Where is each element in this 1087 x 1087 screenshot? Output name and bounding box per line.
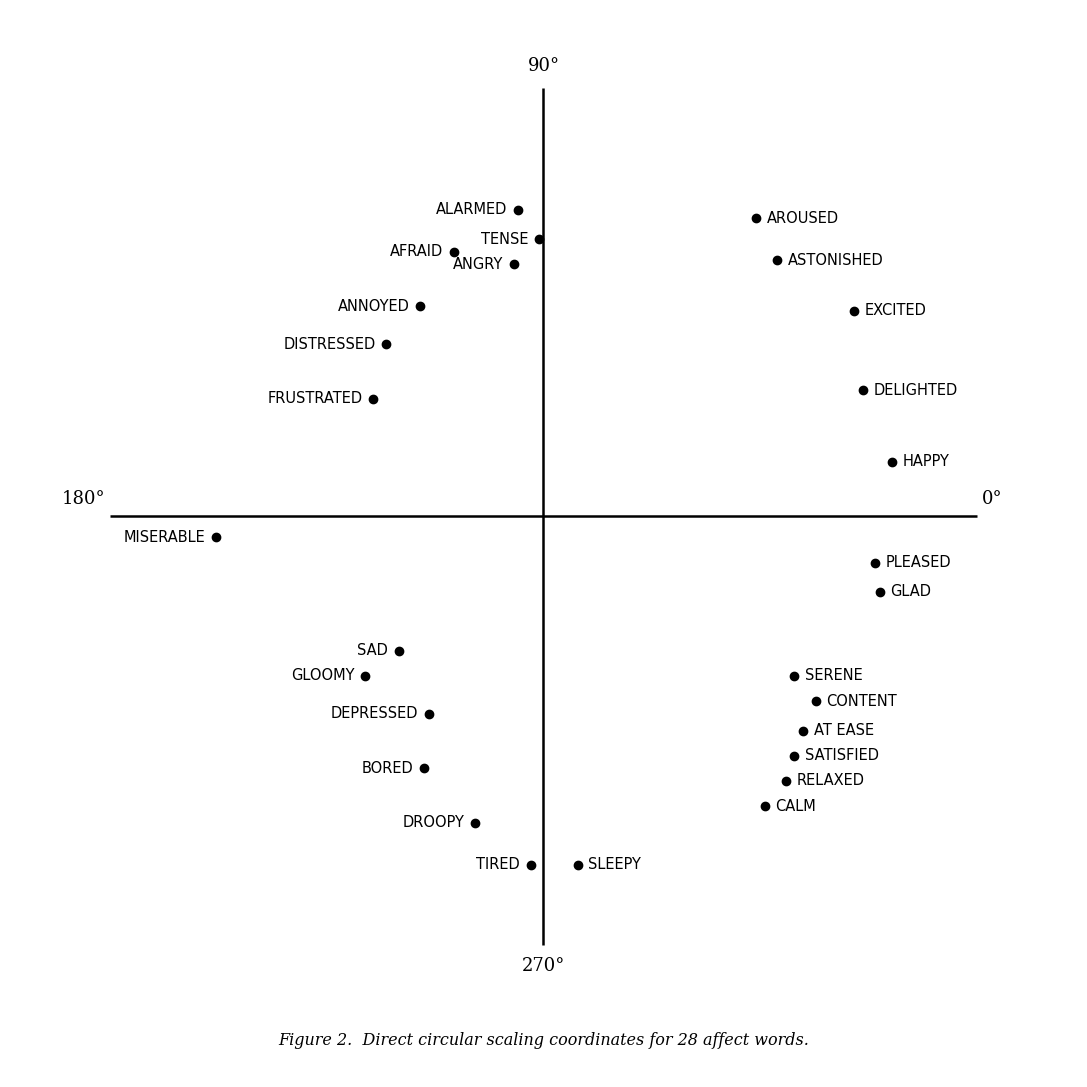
Text: TIRED: TIRED	[476, 858, 520, 873]
Text: DELIGHTED: DELIGHTED	[873, 383, 958, 398]
Text: ASTONISHED: ASTONISHED	[788, 252, 884, 267]
Text: CONTENT: CONTENT	[826, 694, 897, 709]
Text: GLOOMY: GLOOMY	[290, 669, 354, 684]
Text: CALM: CALM	[775, 799, 816, 813]
Text: DEPRESSED: DEPRESSED	[330, 707, 418, 721]
Text: ANGRY: ANGRY	[452, 257, 503, 272]
Text: Figure 2.  Direct circular scaling coordinates for 28 affect words.: Figure 2. Direct circular scaling coordi…	[278, 1032, 809, 1049]
Text: HAPPY: HAPPY	[903, 454, 950, 470]
Text: AT EASE: AT EASE	[813, 723, 874, 738]
Text: ALARMED: ALARMED	[436, 202, 508, 217]
Text: SERENE: SERENE	[805, 669, 863, 684]
Text: 0°: 0°	[982, 490, 1002, 508]
Text: FRUSTRATED: FRUSTRATED	[267, 391, 363, 407]
Text: 180°: 180°	[62, 490, 105, 508]
Text: SAD: SAD	[358, 644, 388, 659]
Text: EXCITED: EXCITED	[864, 303, 926, 318]
Text: TENSE: TENSE	[482, 232, 528, 247]
Text: GLAD: GLAD	[890, 585, 932, 599]
Text: ANNOYED: ANNOYED	[338, 299, 410, 314]
Text: BORED: BORED	[362, 761, 414, 776]
Text: 90°: 90°	[527, 58, 560, 75]
Text: AROUSED: AROUSED	[766, 211, 839, 226]
Text: DISTRESSED: DISTRESSED	[284, 337, 375, 351]
Text: DROOPY: DROOPY	[403, 815, 465, 830]
Text: RELAXED: RELAXED	[797, 774, 864, 788]
Text: PLEASED: PLEASED	[886, 555, 951, 570]
Text: AFRAID: AFRAID	[390, 245, 443, 259]
Text: SATISFIED: SATISFIED	[805, 748, 879, 763]
Text: MISERABLE: MISERABLE	[124, 529, 205, 545]
Text: 270°: 270°	[522, 958, 565, 975]
Text: SLEEPY: SLEEPY	[588, 858, 641, 873]
